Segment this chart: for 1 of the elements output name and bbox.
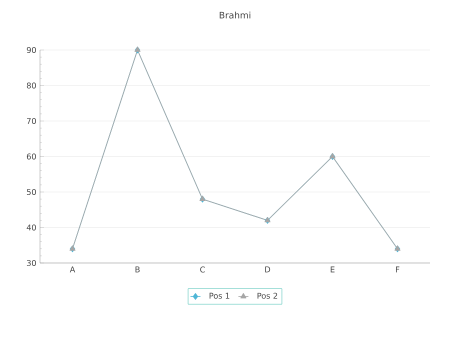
chart-title: Brahmi (220, 12, 250, 18)
